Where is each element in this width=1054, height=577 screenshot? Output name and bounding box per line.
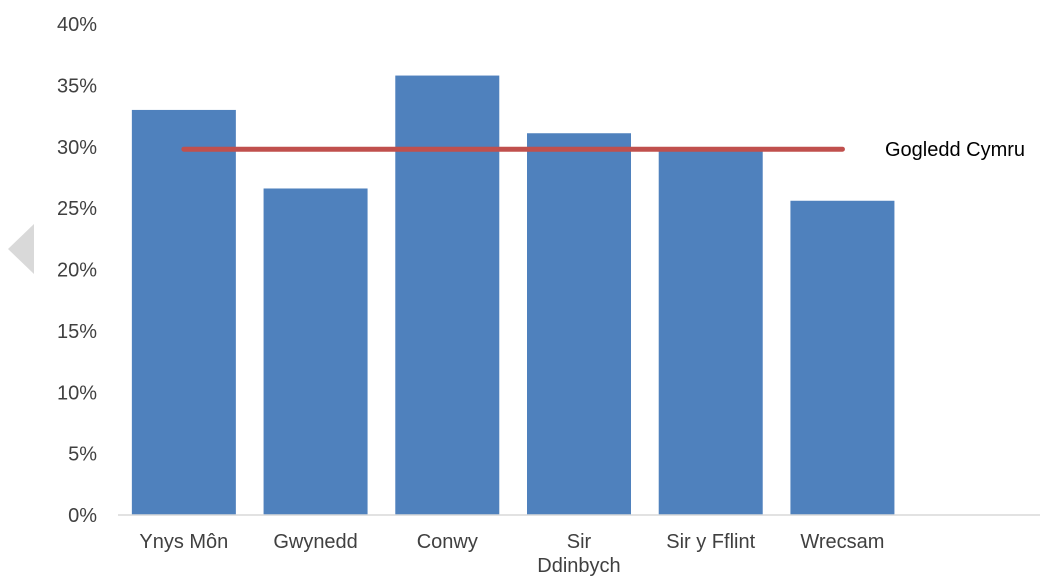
y-tick-label: 20%: [57, 260, 97, 282]
y-tick-label: 0%: [68, 505, 97, 527]
bar: [263, 188, 368, 516]
y-tick-label: 10%: [57, 382, 97, 404]
y-tick-label: 25%: [57, 198, 97, 220]
x-tick-label: Sir Ddinbych: [537, 531, 620, 577]
x-tick-label-line: Wrecsam: [800, 531, 884, 553]
x-tick-label: Sir y Fflint: [666, 531, 755, 553]
x-tick-label: Wrecsam: [800, 531, 884, 553]
x-tick-label-line: Ddinbych: [537, 555, 620, 577]
x-tick-label-line: Sir y Fflint: [666, 531, 755, 553]
bar: [131, 109, 236, 516]
y-axis-ticks: 0% 5% 10% 15% 20% 25% 30% 35% 40%: [57, 14, 97, 527]
y-tick-label: 15%: [57, 321, 97, 343]
x-tick-label-line: Sir: [567, 531, 592, 553]
y-tick-label: 40%: [57, 14, 97, 36]
x-axis-labels: Ynys Môn Gwynedd Conwy Sir Ddinbych Sir y Ffl…: [139, 531, 884, 577]
bar: [527, 133, 631, 515]
x-tick-label-line: Gwynedd: [273, 531, 358, 553]
bar: [790, 200, 895, 515]
bars: [131, 75, 895, 516]
y-tick-label: 5%: [68, 444, 97, 466]
reference-line-group: Gogledd Cymru: [181, 139, 1025, 161]
x-tick-label-line: Ynys Môn: [139, 531, 228, 553]
bar: [395, 75, 500, 516]
x-tick-label: Conwy: [417, 531, 478, 553]
x-tick-label-line: Conwy: [417, 531, 478, 553]
y-tick-label: 35%: [57, 75, 97, 97]
chevron-left-icon[interactable]: [8, 224, 34, 274]
reference-line-label: Gogledd Cymru: [885, 139, 1025, 161]
bar: [658, 150, 763, 515]
y-tick-label: 30%: [57, 137, 97, 159]
x-tick-label: Ynys Môn: [139, 531, 228, 553]
x-tick-label: Gwynedd: [273, 531, 358, 553]
